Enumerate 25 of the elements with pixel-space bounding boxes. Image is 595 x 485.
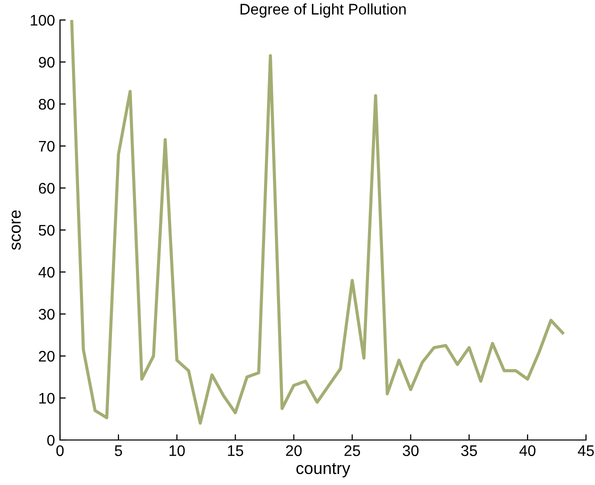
x-tick-label: 25 <box>344 445 360 456</box>
y-tick-label: 100 <box>30 14 55 26</box>
x-tick-label: 40 <box>519 445 536 456</box>
x-axis-title: country <box>296 463 350 478</box>
y-tick-label: 60 <box>38 182 55 194</box>
x-tick-label: 0 <box>56 445 64 456</box>
y-tick-label: 10 <box>39 392 55 404</box>
y-tick-label: 50 <box>38 224 55 236</box>
line-series <box>70 20 564 425</box>
y-tick-label: 80 <box>38 98 55 110</box>
x-tick-label: 30 <box>402 445 419 456</box>
x-tick-label: 45 <box>578 445 594 456</box>
y-tick-label: 0 <box>47 434 55 446</box>
x-tick-label: 15 <box>228 445 244 456</box>
y-tick-label: 40 <box>38 266 55 278</box>
y-tick-label: 20 <box>38 350 55 362</box>
x-tick-label: 10 <box>170 445 185 456</box>
y-axis-title: score <box>12 210 21 250</box>
x-tick-label: 5 <box>114 445 122 456</box>
x-tick-label: 20 <box>286 445 302 456</box>
y-tick-label: 90 <box>38 56 55 68</box>
y-tick-label: 70 <box>38 140 55 152</box>
y-tick-label: 30 <box>38 308 55 320</box>
chart-title: Degree of Light Pollution <box>240 3 406 18</box>
x-tick-label: 35 <box>461 445 477 456</box>
